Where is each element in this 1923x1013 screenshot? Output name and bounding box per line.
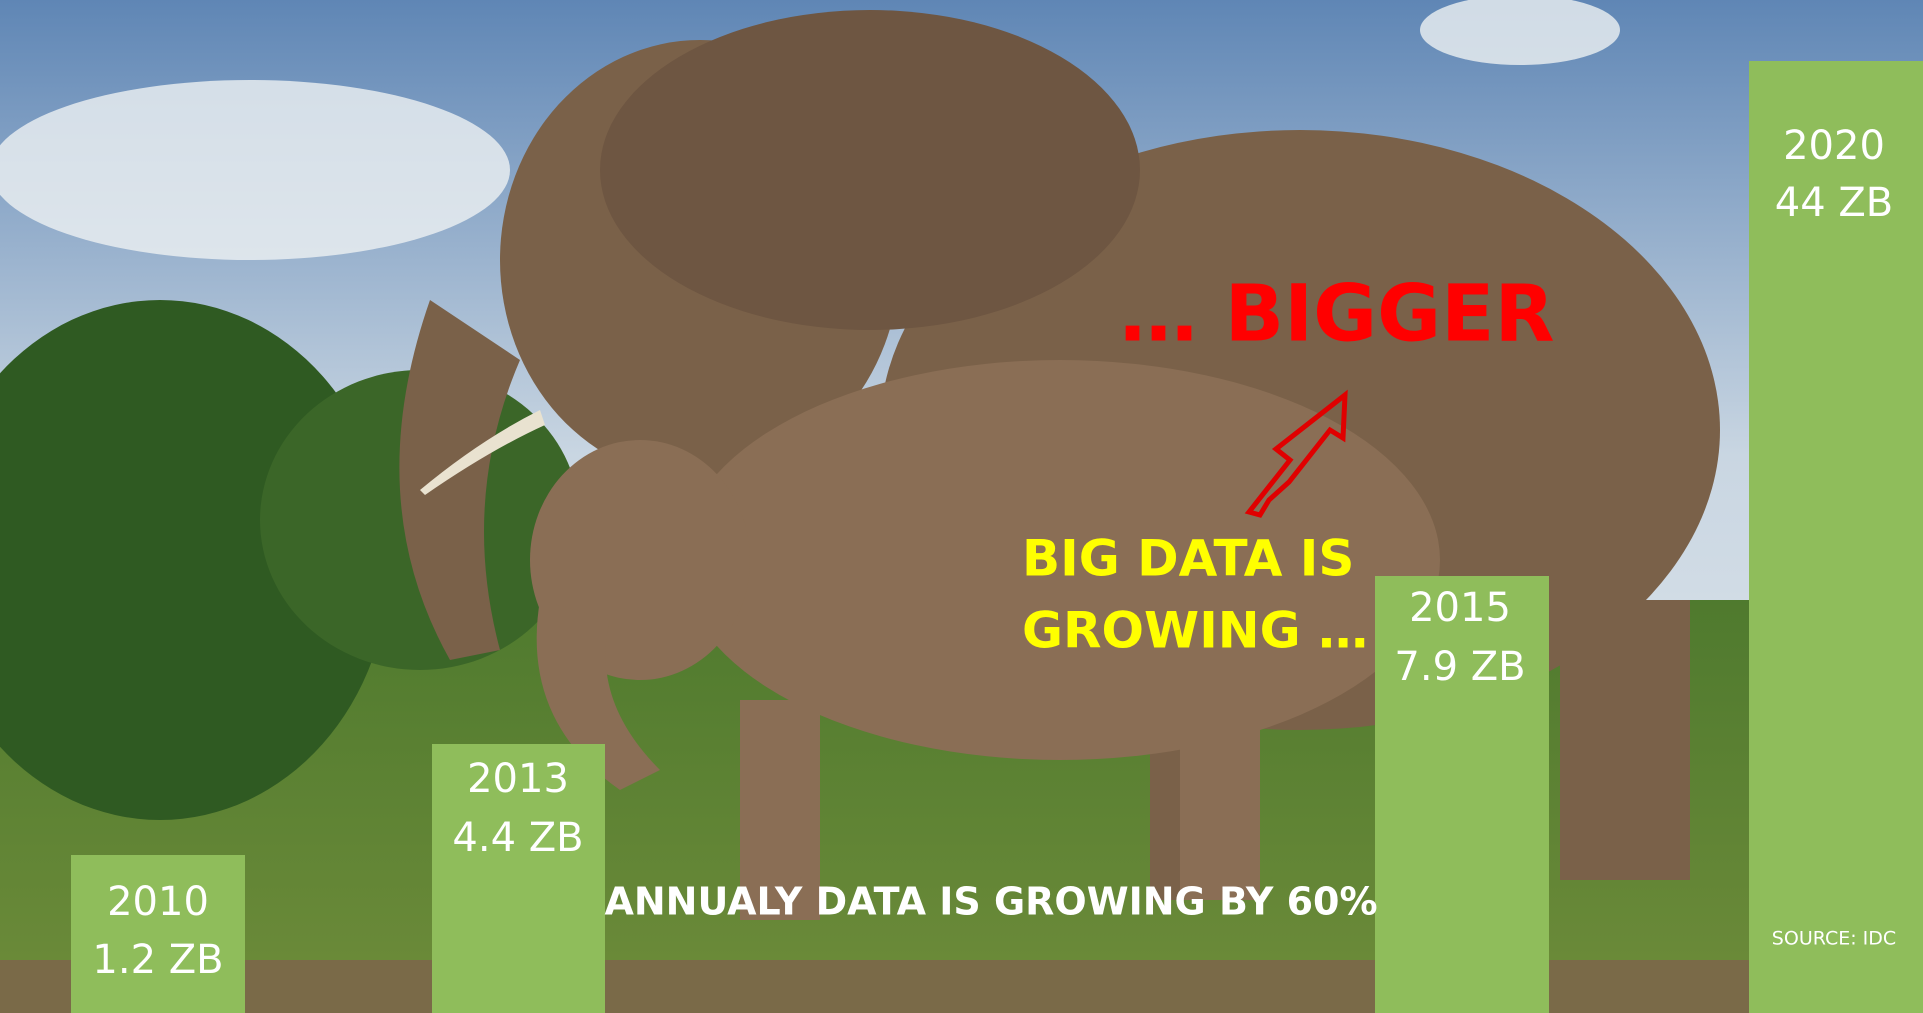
caption-line: BIG DATA IS — [1022, 530, 1354, 588]
footer: ANNUALY DATA IS GROWING BY 60% — [604, 880, 1377, 924]
bar-year: 2015 — [1409, 585, 1511, 631]
bar — [1375, 576, 1549, 1013]
bar-amount: 1.2 ZB — [92, 937, 223, 983]
slide: 2010 1.2 ZB 2013 4.4 ZB 2015 7.9 ZB 2020… — [0, 0, 1923, 1013]
bar-year: 2010 — [107, 879, 209, 925]
bar-amount: 44 ZB — [1775, 180, 1893, 226]
page: 2010 1.2 ZB 2013 4.4 ZB 2015 7.9 ZB 2020… — [0, 0, 1923, 1013]
bar-amount: 4.4 ZB — [452, 815, 583, 861]
bar-amount: 7.9 ZB — [1394, 644, 1525, 690]
bar-year: 2020 — [1783, 123, 1885, 169]
headline: … BIGGER — [1119, 269, 1554, 359]
source: SOURCE: IDC — [1772, 928, 1896, 950]
caption-line: GROWING … — [1022, 602, 1368, 660]
bar-year: 2013 — [467, 756, 569, 802]
